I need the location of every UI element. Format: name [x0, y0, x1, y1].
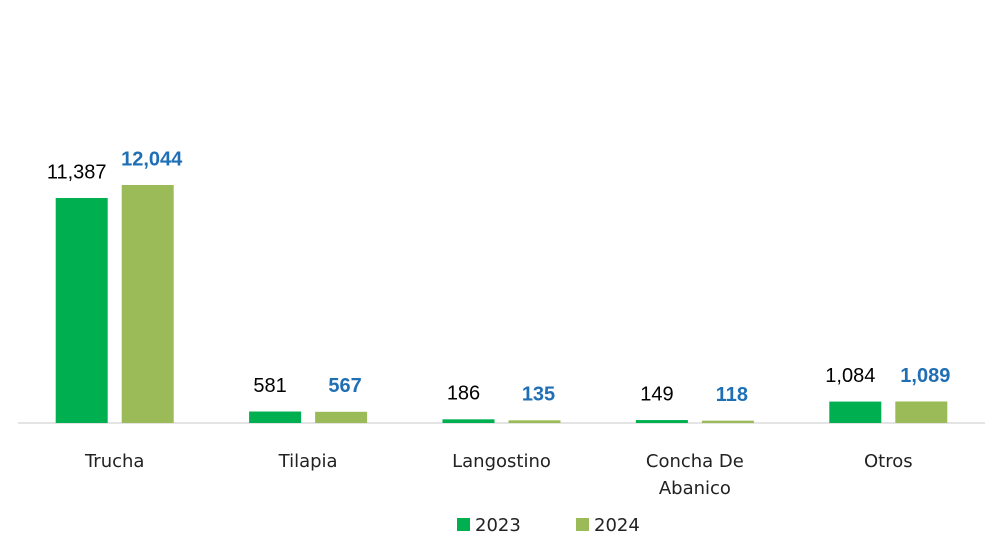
x-tick-label: Tilapia — [278, 451, 338, 472]
bar — [55, 197, 108, 423]
x-tick-label: Langostino — [452, 451, 551, 472]
x-tick-label: Otros — [863, 451, 913, 472]
legend-label: 2024 — [594, 515, 640, 536]
bar — [829, 401, 882, 423]
value-label: 11,387 — [47, 161, 107, 183]
value-label: 118 — [716, 384, 748, 406]
bar — [442, 419, 495, 423]
value-label: 12,044 — [121, 148, 183, 170]
legend-swatch — [576, 518, 589, 531]
bar — [635, 420, 688, 423]
bar — [249, 411, 302, 423]
bar — [508, 420, 561, 423]
bar — [121, 185, 174, 423]
legend-label: 2023 — [475, 515, 521, 536]
x-tick-label: Concha De Abanico — [645, 451, 744, 499]
value-label: 186 — [447, 383, 480, 405]
value-label: 1,089 — [900, 365, 950, 387]
legend-swatch — [457, 518, 470, 531]
x-tick-label: Trucha — [84, 451, 145, 472]
value-label: 135 — [522, 384, 555, 406]
value-label: 581 — [253, 375, 286, 397]
bar — [701, 420, 754, 423]
bar — [315, 411, 368, 423]
value-label: 1,084 — [825, 365, 875, 387]
bar — [895, 401, 948, 423]
value-label: 149 — [640, 383, 673, 405]
value-label: 567 — [328, 375, 361, 397]
